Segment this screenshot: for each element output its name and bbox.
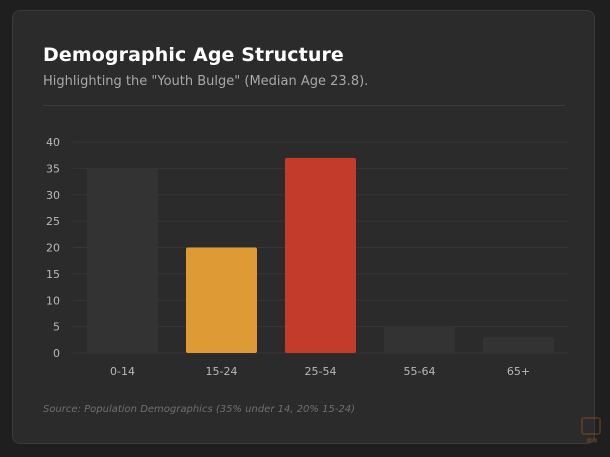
watermark-mark: ■■ — [586, 437, 598, 444]
y-tick-label: 25 — [46, 215, 60, 228]
y-tick-label: 35 — [46, 162, 60, 175]
bars — [87, 157, 554, 353]
x-tick-label: 55-64 — [404, 365, 436, 378]
chart-title: Demographic Age Structure — [43, 44, 344, 66]
chart-subtitle: Highlighting the "Youth Bulge" (Median A… — [43, 74, 369, 89]
watermark-logo: ■■ — [578, 415, 606, 455]
bar-65+ — [483, 337, 554, 353]
x-tick-label: 65+ — [507, 365, 530, 378]
header-divider — [43, 105, 565, 106]
y-tick-label: 15 — [46, 268, 60, 281]
chart-card: Demographic Age Structure Highlighting t… — [12, 10, 595, 444]
bar-55-64 — [384, 326, 455, 353]
x-tick-label: 0-14 — [110, 365, 135, 378]
y-tick-label: 40 — [46, 136, 60, 149]
bar-15-24 — [186, 247, 257, 353]
bar-25-54 — [285, 157, 356, 353]
y-tick-label: 0 — [53, 347, 60, 360]
age-structure-bar-chart: 0 5 10 15 20 25 30 35 40 0-14 15-24 25-54 55-64 65+ — [46, 136, 568, 378]
watermark-icon — [581, 417, 601, 435]
y-tick-label: 30 — [46, 189, 60, 202]
x-axis-ticks: 0-14 15-24 25-54 55-64 65+ — [110, 365, 530, 378]
x-tick-label: 15-24 — [206, 365, 238, 378]
y-axis-ticks: 0 5 10 15 20 25 30 35 40 — [46, 136, 60, 360]
y-tick-label: 5 — [53, 321, 60, 334]
source-note: Source: Population Demographics (35% und… — [43, 404, 356, 415]
x-tick-label: 25-54 — [305, 365, 337, 378]
bar-0-14 — [87, 168, 158, 353]
y-tick-label: 10 — [46, 294, 60, 307]
y-tick-label: 20 — [46, 242, 60, 255]
